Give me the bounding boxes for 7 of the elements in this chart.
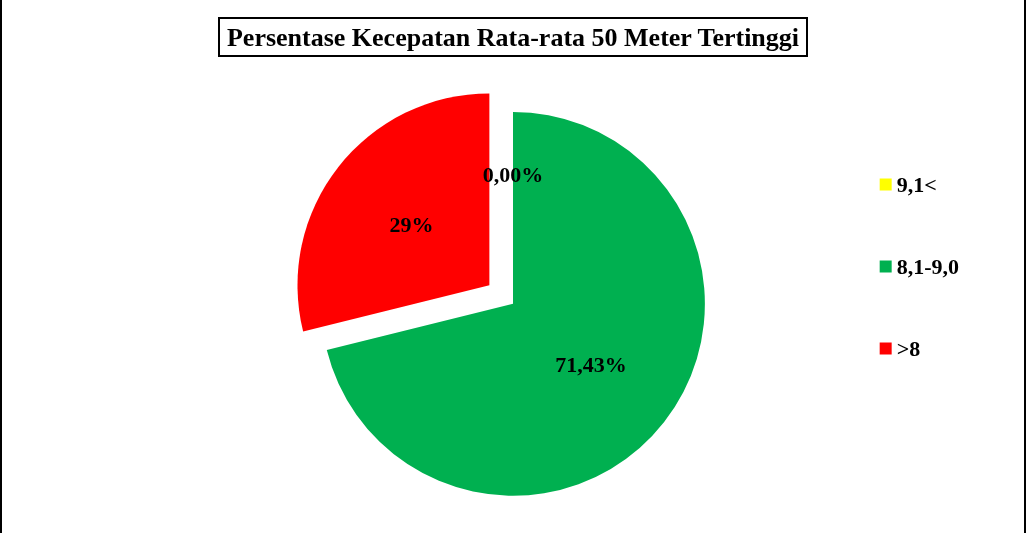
chart-title: Persentase Kecepatan Rata-rata 50 Meter Tertinggi (226, 22, 800, 52)
legend-label: >8 (896, 336, 921, 361)
data-label: 71,43% (555, 352, 627, 378)
text: 0,00% (482, 162, 544, 188)
legend-label: 8,1-9,0 (896, 254, 959, 279)
legend-label: 9,1< (896, 172, 937, 197)
data-label: 29% (389, 211, 434, 237)
